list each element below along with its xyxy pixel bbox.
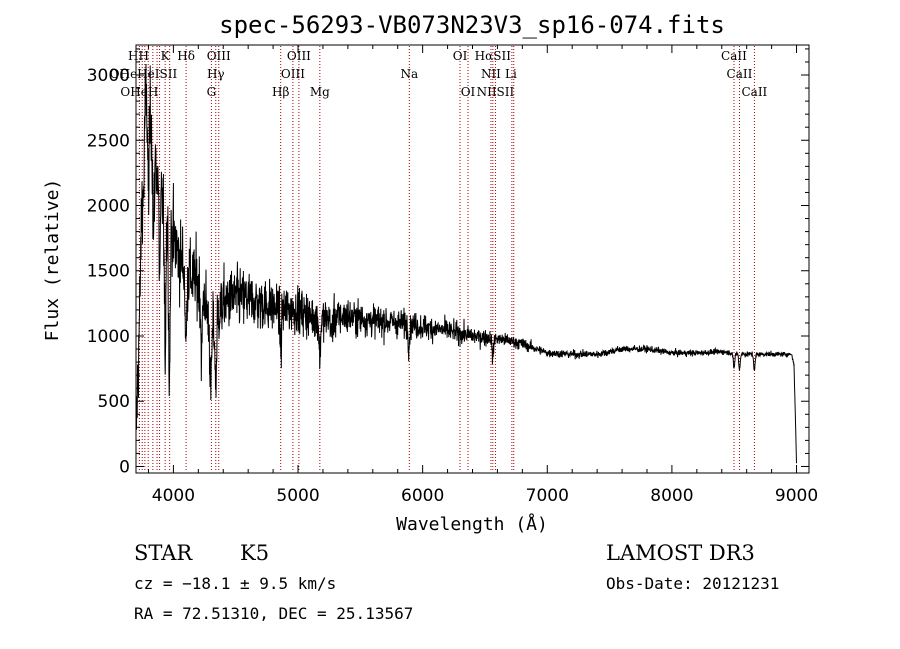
spectral-line-label: CaII [721,49,747,63]
spectral-line-label: OI [461,85,476,99]
y-tick-label: 2500 [87,131,130,151]
spectral-line-label: CaII [727,67,753,81]
y-axis-label: Flux (relative) [42,179,63,342]
object-class: STAR [134,541,193,565]
ra-dec-coordinates: RA = 72.51310, DEC = 25.13567 [134,604,413,623]
y-tick-label: 0 [119,457,130,477]
spectral-line-label: NIISII [477,85,515,99]
spectral-line-label: Hδ [177,49,195,63]
spectral-line-label: K [161,49,171,63]
x-tick-label: 4000 [152,486,195,506]
y-tick-label: 500 [98,392,130,412]
spectral-line-label: Na [400,67,418,81]
spectrum-series-line [135,63,797,464]
spectral-line-label: G [207,85,217,99]
spectral-line-label: Li [505,67,517,81]
spectral-line-label: Hβ [272,85,289,99]
x-tick-label: 8000 [650,486,693,506]
redshift-cz: cz = −18.1 ± 9.5 km/s [134,574,336,593]
y-tick-label: 1500 [87,262,130,282]
spectral-line-markers [138,46,755,472]
observation-date: Obs-Date: 20121231 [606,574,779,593]
y-tick-label: 2000 [87,197,130,217]
x-tick-label: 6000 [401,486,444,506]
spectral-line-label: OIII [207,49,231,63]
spectral-line-label: OIII [287,49,311,63]
x-axis-ticks: 4000 5000 6000 7000 8000 9000 [147,45,818,506]
spectral-line-label: OIII [281,67,305,81]
plot-frame [135,44,810,474]
survey-name: LAMOST DR3 [606,541,755,565]
x-tick-label: 9000 [775,486,818,506]
spectral-line-label: OHeH [120,85,158,99]
chart-title: spec-56293-VB073N23V3_sp16-074.fits [219,11,725,39]
spectral-line-label: CaII [741,85,767,99]
spectral-line-label: OHeHeISII [110,67,178,81]
spectral-line-labels: HH K Hδ OIII OIII OI HαSII CaII OHeHeISII Hγ OIII N… [110,49,768,99]
spectral-line-label: OI [453,49,468,63]
spectral-line-label: HαSII [475,49,512,63]
y-tick-label: 3000 [87,66,130,86]
spectral-line-label: Mg [310,85,330,99]
x-axis-label: Wavelength (Å) [396,513,548,535]
object-subclass: K5 [240,541,269,565]
spectral-line-label: Hγ [207,67,225,81]
spectral-line-label: HH [128,49,149,63]
spectral-line-label: NII [481,67,501,81]
x-tick-label: 7000 [526,486,569,506]
x-tick-label: 5000 [276,486,319,506]
y-tick-label: 1000 [87,327,130,347]
y-axis-ticks: 0 500 1000 1500 2000 2500 3000 [87,48,809,477]
